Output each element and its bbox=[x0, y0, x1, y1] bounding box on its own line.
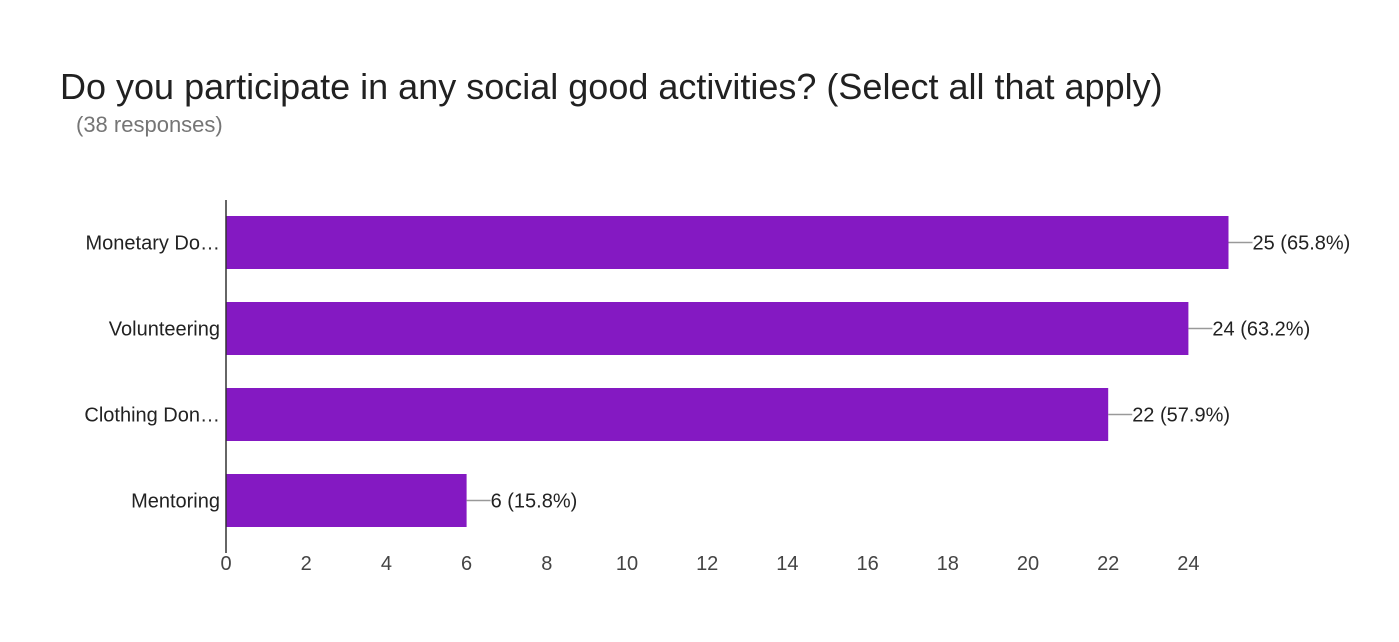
chart-title: Do you participate in any social good ac… bbox=[60, 66, 1163, 107]
x-tick-label-11: 22 bbox=[1097, 553, 1119, 575]
x-tick-label-4: 8 bbox=[541, 553, 552, 575]
bar-1 bbox=[226, 302, 1189, 355]
category-label-1: Volunteering bbox=[109, 319, 220, 341]
leaders-layer bbox=[466, 241, 1253, 502]
response-count: (38 responses) bbox=[76, 112, 223, 137]
data-label-1: 24 (63.2%) bbox=[1212, 319, 1310, 341]
x-tick-label-6: 12 bbox=[696, 553, 718, 575]
x-tick-label-3: 6 bbox=[461, 553, 472, 575]
data-label-2: 22 (57.9%) bbox=[1132, 405, 1230, 427]
category-label-0: Monetary Do… bbox=[86, 233, 221, 255]
x-tick-label-0: 0 bbox=[220, 553, 231, 575]
data-labels: 25 (65.8%) 24 (63.2%) 22 (57.9%) 6 (15.8%) bbox=[491, 233, 1351, 513]
x-tick-label-7: 14 bbox=[776, 553, 798, 575]
x-axis-ticks: 0 2 4 6 8 10 12 14 16 18 20 22 24 bbox=[220, 553, 1199, 575]
data-label-0: 25 (65.8%) bbox=[1253, 233, 1351, 255]
x-tick-label-5: 10 bbox=[616, 553, 638, 575]
data-label-3: 6 (15.8%) bbox=[491, 491, 578, 513]
category-label-3: Mentoring bbox=[131, 491, 220, 513]
x-tick-label-1: 2 bbox=[301, 553, 312, 575]
bar-0 bbox=[226, 216, 1229, 269]
x-tick-label-9: 18 bbox=[937, 553, 959, 575]
bars-layer bbox=[226, 216, 1229, 527]
x-tick-label-8: 16 bbox=[856, 553, 878, 575]
x-tick-label-10: 20 bbox=[1017, 553, 1039, 575]
bar-2 bbox=[226, 388, 1109, 441]
category-label-2: Clothing Don… bbox=[84, 405, 220, 427]
bar-3 bbox=[226, 474, 467, 527]
x-tick-label-2: 4 bbox=[381, 553, 392, 575]
x-tick-label-12: 24 bbox=[1177, 553, 1199, 575]
category-labels: Monetary Do… Volunteering Clothing Don… Men… bbox=[84, 233, 220, 513]
